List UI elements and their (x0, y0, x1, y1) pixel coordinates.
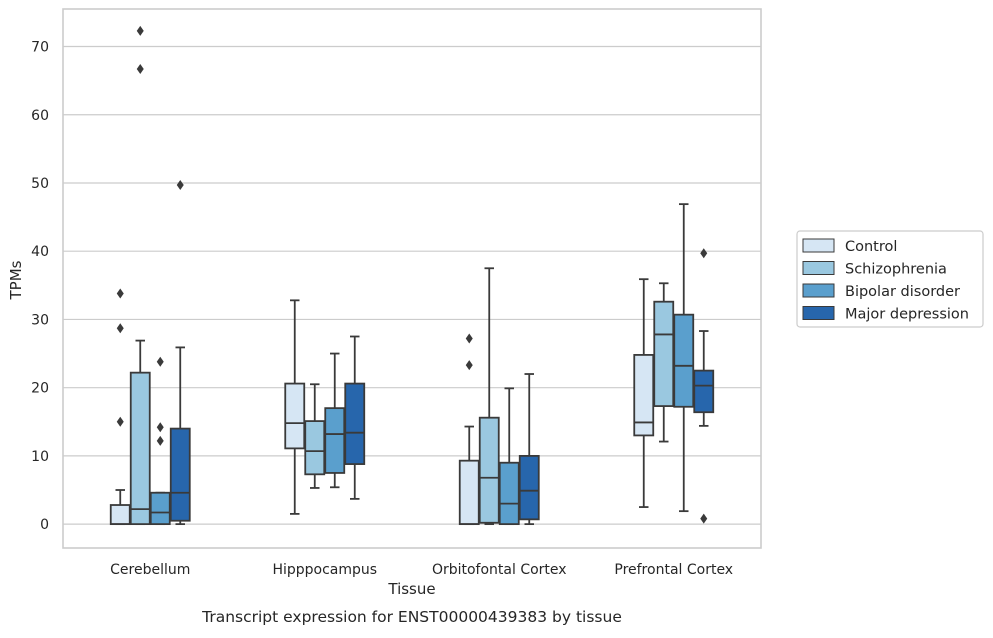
outlier-point (465, 333, 473, 344)
outlier-point (136, 25, 144, 36)
outlier-point (116, 416, 124, 427)
box-body (518, 454, 540, 521)
box-control (284, 299, 306, 515)
box-body (169, 427, 191, 522)
box-control (633, 278, 655, 508)
x-tick-label: Hipppocampus (272, 562, 377, 578)
box-body (653, 300, 675, 407)
outlier-point (700, 248, 708, 259)
legend-frame (796, 230, 984, 328)
box-schizophrenia (478, 267, 500, 526)
box-body (458, 459, 480, 526)
plot-frame (62, 8, 762, 549)
y-tick-label: 70 (31, 40, 49, 56)
legend: Control Schizophrenia Bipolar disorder Majo… (796, 230, 984, 328)
box-body (673, 313, 695, 408)
legend-swatch (802, 283, 835, 298)
box-schizophrenia (129, 25, 151, 526)
x-axis-ticks: Cerebellum Hipppocampus Orbitofontal Corte… (110, 562, 733, 578)
grid-lines (63, 45, 761, 525)
box-bipolar-disorder (498, 387, 520, 526)
legend-label: Schizophrenia (845, 262, 947, 278)
x-tick-label: Prefrontal Cortex (614, 562, 733, 578)
box-body (129, 371, 151, 526)
x-tick-label: Orbitofontal Cortex (432, 562, 567, 578)
box-bipolar-disorder (673, 203, 695, 513)
legend-swatch (802, 306, 835, 320)
outlier-point (465, 360, 473, 371)
chart-caption: Transcript expression for ENST0000043938… (201, 608, 622, 626)
box-body (284, 382, 306, 450)
outlier-point (176, 180, 184, 191)
box-body (344, 382, 366, 465)
legend-label: Major depression (845, 307, 969, 323)
legend-label: Control (845, 239, 897, 255)
box-schizophrenia (304, 383, 326, 489)
box-control (458, 333, 480, 526)
box-body (324, 407, 346, 474)
box-body (693, 369, 715, 414)
box-body (498, 461, 520, 526)
y-tick-label: 50 (31, 176, 49, 192)
y-tick-label: 20 (31, 381, 49, 397)
y-tick-label: 30 (31, 312, 49, 328)
y-axis-label: TPMs (7, 260, 25, 300)
box-body (149, 491, 171, 526)
box-bipolar-disorder (324, 352, 346, 489)
y-tick-label: 0 (40, 517, 49, 533)
outlier-point (116, 288, 124, 299)
box-body (304, 420, 326, 476)
box-marks (109, 25, 715, 526)
box-body (633, 354, 655, 437)
outlier-point (156, 422, 164, 433)
outlier-point (116, 323, 124, 334)
box-body (478, 416, 500, 524)
box-control (109, 288, 131, 526)
outlier-point (156, 435, 164, 446)
x-tick-label: Cerebellum (110, 562, 190, 578)
box-bipolar-disorder (149, 356, 171, 526)
box-major-depression (693, 248, 715, 524)
outlier-point (156, 356, 164, 367)
y-tick-label: 60 (31, 108, 49, 124)
y-axis-ticks: 0 10 20 30 40 50 60 70 (31, 40, 49, 534)
box-major-depression (518, 373, 540, 526)
box-body (109, 504, 131, 526)
box-major-depression (344, 335, 366, 500)
legend-label: Bipolar disorder (845, 284, 960, 300)
legend-swatch (802, 238, 835, 253)
outlier-point (136, 64, 144, 75)
box-major-depression (169, 180, 191, 526)
y-tick-label: 40 (31, 244, 49, 260)
box-schizophrenia (653, 282, 675, 443)
legend-swatch (802, 261, 835, 275)
y-tick-label: 10 (31, 449, 49, 465)
outlier-point (700, 513, 708, 524)
x-axis-label: Tissue (387, 580, 435, 598)
